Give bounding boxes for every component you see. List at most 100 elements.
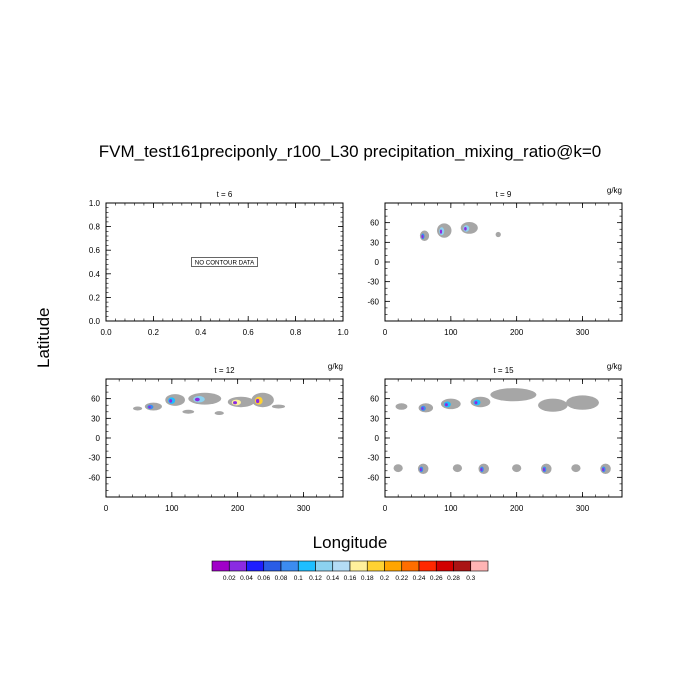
precip-region-3 <box>460 222 478 234</box>
colorbar-label: 0.18 <box>361 575 374 582</box>
x-tick-label: 300 <box>576 504 590 513</box>
precip-region-1 <box>419 230 430 242</box>
y-tick-label: 0 <box>375 434 380 443</box>
precip-region-9 <box>214 411 224 416</box>
precip-region-3 <box>165 394 185 406</box>
colorbar-box <box>384 560 403 572</box>
plot-frame <box>384 202 623 322</box>
precip-region-7 <box>566 395 599 410</box>
plot-frame <box>105 202 344 322</box>
precip-max-5 <box>233 401 238 405</box>
precip-region-11 <box>478 463 490 475</box>
colorbar-box <box>280 560 299 572</box>
y-tick-label: 60 <box>370 395 379 404</box>
precip-region-2 <box>144 402 162 411</box>
precip-max-1 <box>421 234 424 239</box>
no-data-box <box>191 257 258 267</box>
colorbar-label: 0.26 <box>430 575 443 582</box>
x-tick-label: 300 <box>576 328 590 337</box>
panel-label: t = 15 <box>493 366 514 375</box>
precip-region-2 <box>437 223 452 238</box>
precip-region-5 <box>227 396 255 408</box>
y-tick-label: 0 <box>96 434 101 443</box>
precip-max-15 <box>602 468 605 472</box>
colorbar-label: 0.12 <box>309 575 322 582</box>
x-tick-label: 0.6 <box>243 328 255 337</box>
precip-region-4 <box>470 396 491 408</box>
y-tick-label: 30 <box>91 414 100 423</box>
colorbar-box <box>332 560 351 572</box>
panel-1: 0.0 0.2 0.4 0.6 0.8 1.0 0.0 0.2 0.4 0.6 0.8 1.0 t = … <box>89 190 349 337</box>
precip-region-7 <box>271 404 286 409</box>
panel-label: t = 9 <box>496 190 512 199</box>
y-tick-label: -60 <box>367 297 379 306</box>
panel-units: g/kg <box>607 186 622 195</box>
precip-region-4 <box>188 392 222 405</box>
y-tick-label: 30 <box>370 414 379 423</box>
x-tick-label: 100 <box>444 504 458 513</box>
precip-region-12 <box>512 464 522 473</box>
x-tick-label: 200 <box>231 504 245 513</box>
y-tick-label: -30 <box>88 454 100 463</box>
y-tick-label: -60 <box>88 473 100 482</box>
precip-max-13 <box>542 468 545 472</box>
colorbar-label: 0.16 <box>344 575 357 582</box>
plot-frame <box>105 378 344 498</box>
colorbar-box <box>435 560 454 572</box>
colorbar-label: 0.2 <box>380 575 389 582</box>
precip-region-6 <box>251 392 274 408</box>
precip-max-4 <box>194 397 200 402</box>
colorbar-box <box>246 560 265 572</box>
y-tick-label: 0.6 <box>89 246 101 255</box>
colorbar-label: 0.14 <box>326 575 339 582</box>
colorbar-box <box>263 560 282 572</box>
precip-max-11 <box>480 468 483 472</box>
y-tick-label: -60 <box>367 473 379 482</box>
precip-region-15 <box>600 463 611 475</box>
precip-max-6 <box>255 398 260 404</box>
precip-region-8 <box>393 464 403 473</box>
colorbar-label: 0.28 <box>447 575 460 582</box>
colorbar-label: 0.22 <box>395 575 408 582</box>
colorbar-label: 0.02 <box>223 575 236 582</box>
y-tick-label: 0.0 <box>89 317 101 326</box>
x-tick-label: 100 <box>444 328 458 337</box>
precip-max-3 <box>464 227 467 231</box>
panel-units: g/kg <box>607 362 622 371</box>
colorbar-box <box>349 560 368 572</box>
colorbar-label: 0.1 <box>294 575 303 582</box>
panel-label: t = 12 <box>214 366 235 375</box>
precip-max-3 <box>169 399 173 403</box>
precip-region-3 <box>440 398 461 410</box>
x-tick-label: 0 <box>104 504 109 513</box>
precip-region-1 <box>132 406 143 411</box>
colorbar-box <box>297 560 316 572</box>
colorbar-label: 0.3 <box>466 575 475 582</box>
x-tick-label: 300 <box>297 504 311 513</box>
colorbar-label: 0.04 <box>240 575 253 582</box>
panel-units: g/kg <box>328 362 343 371</box>
colorbar-box <box>366 560 385 572</box>
colorbar-label: 0.06 <box>257 575 270 582</box>
y-tick-label: -30 <box>367 454 379 463</box>
precip-region-5 <box>490 388 537 402</box>
colorbar: 0.02 0.04 0.06 0.08 0.1 0.12 0.14 0.16 0.18 0.2 0.… <box>211 560 489 582</box>
precip-max-4 <box>474 401 478 405</box>
colorbar-box <box>211 560 230 572</box>
precip-max-2 <box>439 229 443 234</box>
y-tick-label: -30 <box>367 278 379 287</box>
colorbar-label: 0.08 <box>275 575 288 582</box>
precip-region-14 <box>571 464 581 473</box>
colorbar-label: 0.24 <box>413 575 426 582</box>
precip-region-2 <box>418 403 434 413</box>
precip-max-9 <box>419 468 422 472</box>
precip-max-3 <box>444 403 448 407</box>
y-tick-label: 0.8 <box>89 223 101 232</box>
panel-label: t = 6 <box>217 190 233 199</box>
colorbar-box <box>418 560 437 572</box>
precip-region-8 <box>182 409 195 414</box>
